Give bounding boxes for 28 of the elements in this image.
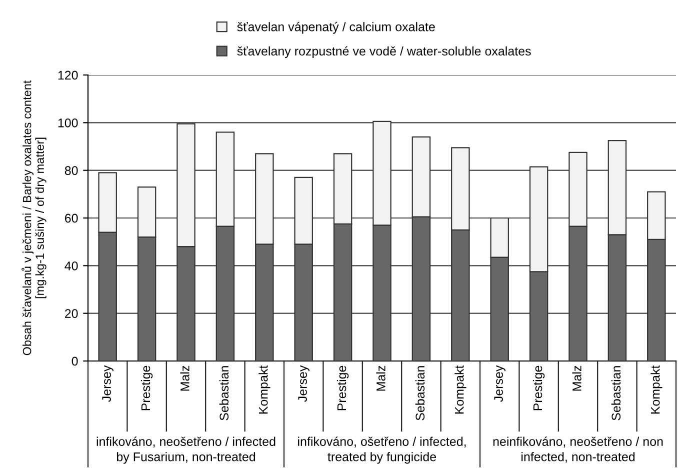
x-tick-label: Prestige: [532, 366, 545, 410]
x-tick-label: Prestige: [336, 366, 349, 410]
x-tick-label: Malz: [572, 366, 582, 391]
legend-label: šťavelan vápenatý / calcium oxalate: [237, 22, 435, 34]
y-tick-label: 60: [65, 214, 78, 223]
x-tick-label: Malz: [376, 366, 386, 391]
y-tick-label: 20: [65, 309, 78, 318]
text: infikováno, ošetřeno / infected, treated by fungicide: [298, 436, 466, 464]
x-tick-label: Sebastian: [415, 366, 425, 420]
y-tick-label: 120: [58, 70, 78, 80]
legend-label: šťavelany rozpustné ve vodě / water-soluble oxalates: [237, 46, 531, 58]
x-tick-label: Kompakt: [454, 365, 466, 414]
text: infikováno, neošetřeno / infected by Fusarium, non-treated: [96, 436, 276, 464]
y-tick-label: 100: [58, 118, 78, 128]
x-tick-label: Jersey: [298, 365, 310, 402]
x-tick-label: Kompakt: [258, 365, 270, 414]
y-axis-title: Obsah šťavelanů v ječmeni / Barley oxalates content [mg.kg-1 sušiny / of dry matter]: [22, 80, 46, 356]
y-tick-label: 0: [72, 356, 78, 366]
x-tick-label: Kompakt: [650, 365, 662, 414]
x-tick-label: Prestige: [140, 366, 153, 410]
x-tick-label: Sebastian: [611, 366, 621, 420]
y-tick-label: 40: [64, 261, 78, 270]
x-tick-label: Sebastian: [219, 366, 229, 420]
x-tick-label: Jersey: [494, 365, 506, 402]
x-tick-label: Malz: [180, 366, 190, 391]
text: neinfikováno, neošetřeno / non infected, non-treated: [493, 436, 663, 463]
x-tick-label: Jersey: [102, 365, 114, 402]
y-tick-label: 80: [64, 166, 78, 175]
